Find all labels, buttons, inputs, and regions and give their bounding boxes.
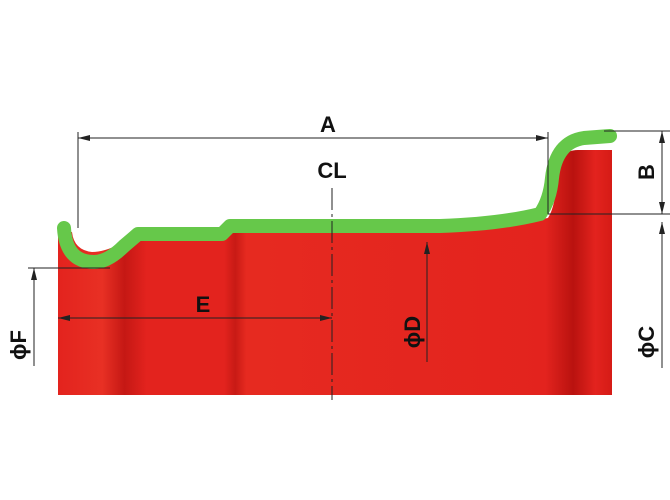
label-b: B (634, 164, 659, 180)
dimension-a-right-arrow (536, 135, 548, 141)
dimension-e-left-arrow (58, 315, 70, 321)
label-d: ϕD (400, 316, 425, 348)
label-f: ϕF (6, 330, 31, 360)
dimension-b-bottom-arrow (659, 202, 665, 214)
dimension-f-top-arrow (31, 268, 37, 280)
label-c: ϕC (634, 326, 659, 358)
label-e: E (196, 292, 211, 317)
dimension-b (548, 130, 670, 215)
dimension-a (77, 132, 549, 228)
label-cl: CL (317, 158, 346, 183)
dimension-d (424, 242, 430, 362)
rim-profile (57, 129, 617, 269)
dimension-a-left-arrow (78, 135, 90, 141)
dimension-b-top-arrow (659, 131, 665, 143)
label-a: A (320, 112, 336, 137)
dimension-c-top-arrow (659, 222, 665, 234)
dimension-c (659, 222, 665, 368)
dimension-d-top-arrow (424, 242, 430, 254)
dimension-e (58, 315, 332, 321)
dimension-e-right-arrow (320, 315, 332, 321)
wheel-body (58, 150, 612, 395)
dimension-f (28, 267, 110, 366)
